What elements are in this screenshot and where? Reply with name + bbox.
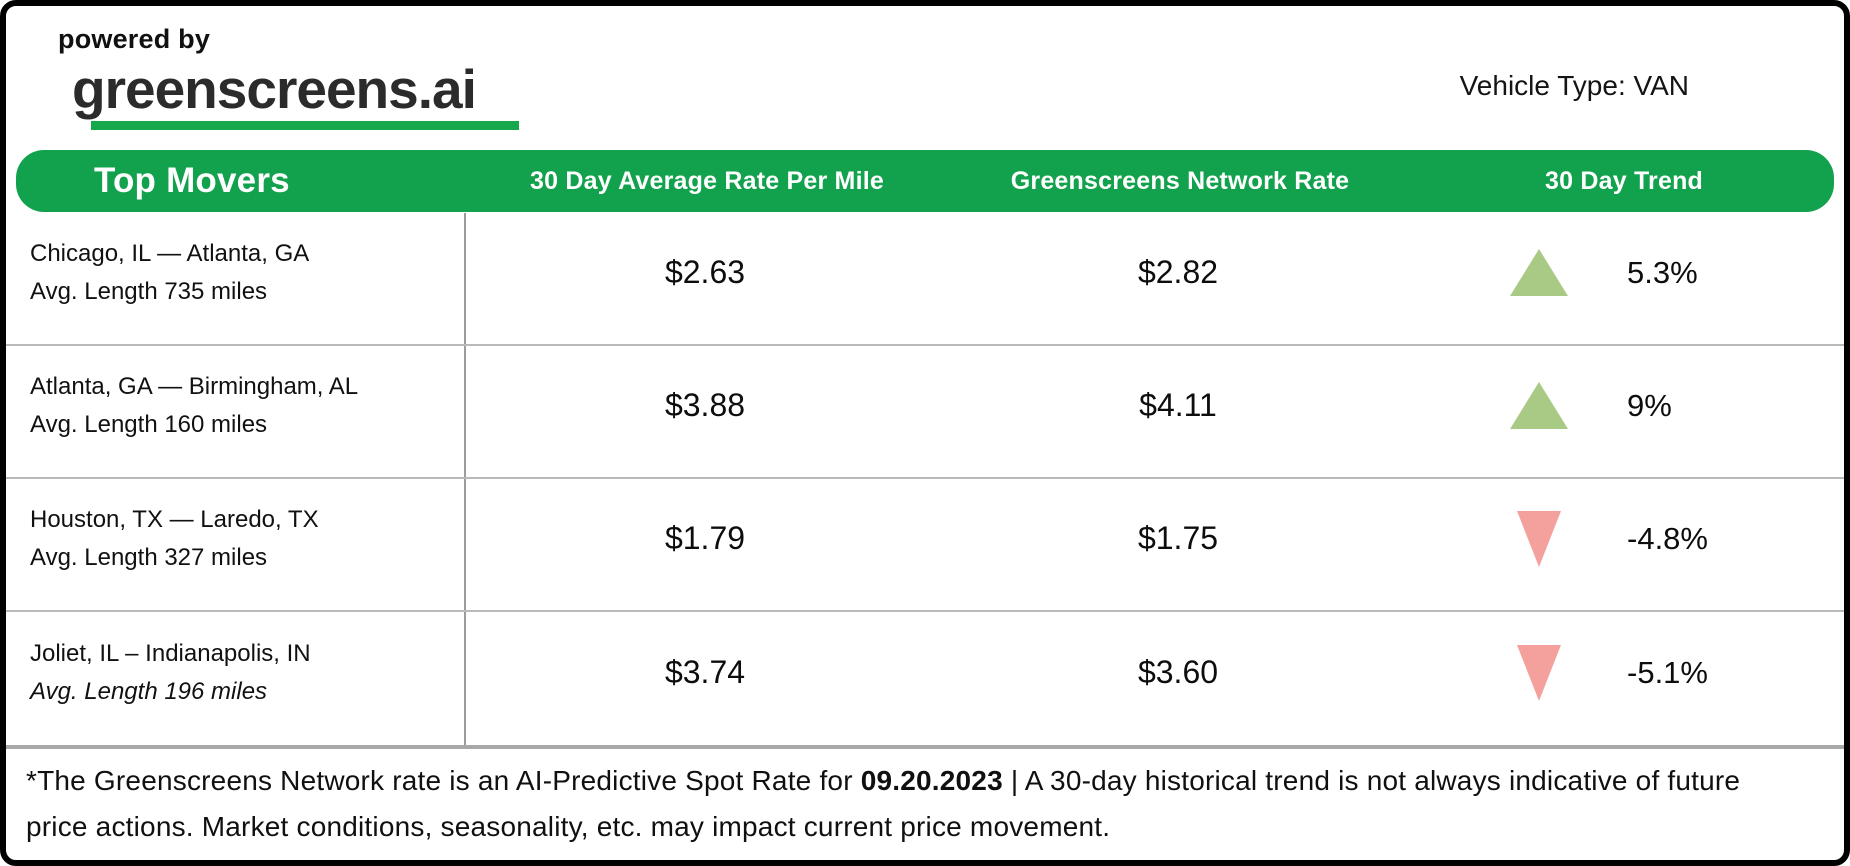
table-row: Atlanta, GA — Birmingham, AL Avg. Length… xyxy=(6,346,1844,479)
network-rate-value: $1.75 xyxy=(1137,520,1219,556)
trend-cell: 9% xyxy=(1412,346,1844,477)
trend-value: 9% xyxy=(1627,387,1672,423)
avg-rate-value: $3.74 xyxy=(664,654,746,690)
footer-divider xyxy=(6,745,1844,749)
disclaimer-date: 09.20.2023 xyxy=(860,765,1003,796)
lane-name: Chicago, IL — Atlanta, GA xyxy=(30,240,310,268)
column-header-avg-rate: 30 Day Average Rate Per Mile xyxy=(530,166,884,195)
trend-icon-box xyxy=(1509,382,1569,429)
lane-cell: Joliet, IL – Indianapolis, IN Avg. Lengt… xyxy=(6,612,466,745)
trend-up-icon xyxy=(1510,249,1568,296)
trend-cell: 5.3% xyxy=(1412,213,1844,344)
lane-cell: Atlanta, GA — Birmingham, AL Avg. Length… xyxy=(6,346,466,477)
table-body: Chicago, IL — Atlanta, GA Avg. Length 73… xyxy=(6,213,1844,745)
trend-up-icon xyxy=(1510,382,1568,429)
lane-cell: Houston, TX — Laredo, TX Avg. Length 327… xyxy=(6,479,466,610)
avg-rate-value: $3.88 xyxy=(664,387,746,423)
powered-by-text: powered by xyxy=(58,24,211,54)
avg-rate-value: $1.79 xyxy=(664,520,746,556)
disclaimer-text: *The Greenscreens Network rate is an AI-… xyxy=(26,758,1800,850)
network-rate-value: $2.82 xyxy=(1137,254,1219,290)
table-row: Joliet, IL – Indianapolis, IN Avg. Lengt… xyxy=(6,612,1844,745)
trend-value: 5.3% xyxy=(1627,254,1698,290)
trend-cell: -4.8% xyxy=(1412,479,1844,610)
column-header-network-rate: Greenscreens Network Rate xyxy=(1010,166,1350,195)
trend-value: -5.1% xyxy=(1627,654,1708,690)
trend-icon-box xyxy=(1509,510,1569,567)
disclaimer-suffix: | A 30-day historical trend is not alway… xyxy=(26,765,1741,842)
vehicle-type-label: Vehicle Type: VAN xyxy=(1459,70,1689,101)
column-header-top-movers: Top Movers xyxy=(94,161,290,200)
lane-name: Joliet, IL – Indianapolis, IN xyxy=(30,640,311,668)
lane-avg-length: Avg. Length 196 miles xyxy=(30,677,268,705)
lane-avg-length: Avg. Length 735 miles xyxy=(30,277,268,305)
greenscreens-logo: powered by greenscreens.ai xyxy=(58,24,519,130)
avg-rate-value: $2.63 xyxy=(664,254,746,290)
trend-value: -4.8% xyxy=(1627,520,1708,556)
trend-icon-box xyxy=(1509,644,1569,701)
logo-underline xyxy=(91,121,519,130)
trend-down-icon xyxy=(1517,644,1561,701)
lane-avg-length: Avg. Length 160 miles xyxy=(30,410,268,438)
lane-name: Atlanta, GA — Birmingham, AL xyxy=(30,373,359,401)
network-rate-value: $4.11 xyxy=(1139,387,1217,423)
logo-wordmark: greenscreens.ai xyxy=(72,58,477,120)
column-header-trend: 30 Day Trend xyxy=(1544,166,1704,195)
table-header-bar: Top Movers 30 Day Average Rate Per Mile … xyxy=(16,150,1834,212)
network-rate-value: $3.60 xyxy=(1137,654,1219,690)
trend-down-icon xyxy=(1517,510,1561,567)
lane-cell: Chicago, IL — Atlanta, GA Avg. Length 73… xyxy=(6,213,466,344)
trend-cell: -5.1% xyxy=(1412,612,1844,745)
disclaimer-prefix: *The Greenscreens Network rate is an AI-… xyxy=(26,765,861,796)
lane-name: Houston, TX — Laredo, TX xyxy=(30,506,319,534)
table-row: Chicago, IL — Atlanta, GA Avg. Length 73… xyxy=(6,213,1844,346)
lane-avg-length: Avg. Length 327 miles xyxy=(30,543,268,571)
trend-icon-box xyxy=(1509,249,1569,296)
table-row: Houston, TX — Laredo, TX Avg. Length 327… xyxy=(6,479,1844,612)
